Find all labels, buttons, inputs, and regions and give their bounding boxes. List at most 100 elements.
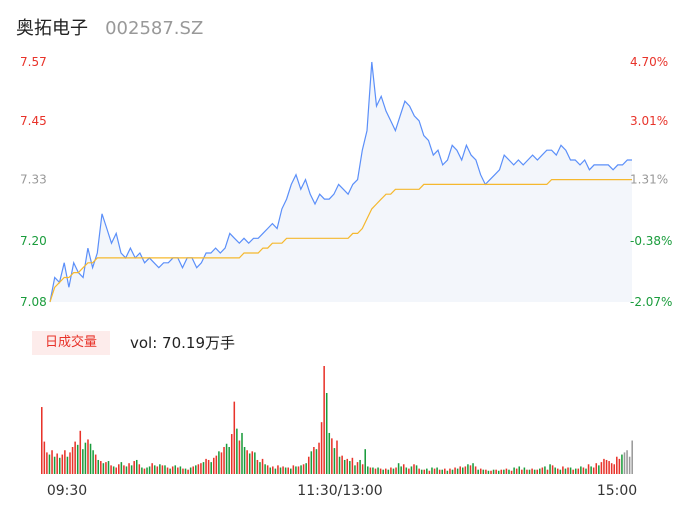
volume-bar	[328, 432, 331, 474]
volume-bar	[500, 469, 503, 474]
volume-bar	[130, 465, 133, 474]
volume-bar	[61, 454, 64, 474]
price-line	[49, 61, 632, 303]
volume-bar	[133, 461, 135, 474]
volume-bar	[310, 451, 313, 474]
volume-bar	[359, 459, 361, 474]
volume-bar	[446, 470, 449, 474]
volume-bar	[487, 470, 490, 474]
volume-bar	[123, 465, 125, 474]
volume-bar	[179, 466, 182, 474]
y-tick-left-4: 7.08	[20, 295, 47, 309]
volume-bar	[521, 469, 523, 474]
volume-bar	[626, 450, 628, 474]
volume-bar	[84, 442, 87, 474]
volume-bar	[418, 468, 420, 474]
volume-bar	[141, 467, 143, 474]
volume-bar	[413, 464, 415, 474]
volume-bar	[74, 441, 76, 474]
volume-bar	[600, 462, 603, 474]
volume-bar	[569, 467, 572, 474]
volume-bar	[153, 465, 156, 474]
volume-bar	[138, 464, 141, 474]
volume-bar	[479, 468, 482, 474]
x-tick-2: 15:00	[597, 483, 637, 499]
volume-bar	[92, 450, 94, 474]
volume-bar	[367, 466, 369, 474]
volume-bar	[51, 450, 53, 474]
volume-bar	[590, 466, 592, 474]
volume-bar	[464, 466, 467, 474]
volume-bar	[364, 449, 366, 474]
volume-bar	[505, 468, 508, 474]
volume-bar	[66, 456, 69, 474]
volume-bar	[467, 464, 469, 474]
volume-bar	[428, 470, 431, 474]
volume-text: vol: 70.19万手	[130, 334, 235, 352]
volume-bar	[580, 466, 582, 474]
volume-bar	[621, 454, 623, 474]
volume-bar	[315, 449, 318, 474]
volume-bar	[207, 459, 210, 474]
volume-bar	[377, 467, 379, 474]
volume-bar	[343, 459, 346, 474]
volume-bar	[531, 468, 533, 474]
volume-bar	[616, 456, 618, 474]
volume-bar	[456, 468, 459, 474]
volume-bar	[587, 464, 590, 474]
volume-bar	[282, 466, 284, 474]
y-tick-left-2: 7.33	[20, 173, 47, 187]
volume-bar	[551, 465, 554, 474]
volume-bar	[515, 468, 518, 474]
volume-bar	[177, 467, 179, 474]
volume-bar	[228, 447, 230, 474]
volume-bar	[210, 462, 212, 474]
volume-bar	[182, 468, 184, 474]
volume-bar	[564, 468, 567, 474]
volume-bar	[110, 465, 112, 474]
volume-bar	[526, 469, 528, 474]
volume-bar	[64, 450, 66, 474]
volume-bar	[41, 407, 43, 474]
volume-bar	[159, 464, 161, 474]
volume-bar	[492, 469, 495, 474]
volume-bar	[189, 467, 192, 474]
volume-bar	[513, 467, 515, 474]
volume-bar	[171, 466, 174, 474]
volume-bar	[572, 469, 574, 474]
volume-bar	[287, 467, 289, 474]
volume-bar	[598, 465, 600, 474]
volume-bar	[174, 465, 177, 474]
volume-bar	[533, 469, 536, 474]
volume-bar	[426, 468, 428, 474]
volume-bar	[585, 468, 587, 474]
volume-bar	[215, 455, 218, 474]
stock-code: 002587.SZ	[105, 18, 204, 39]
volume-bar	[71, 447, 74, 474]
y-tick-left-3: 7.20	[20, 234, 47, 248]
volume-bar	[218, 451, 220, 474]
volume-bar	[297, 466, 300, 474]
volume-bar	[559, 469, 562, 474]
volume-bar	[554, 467, 556, 474]
volume-bar	[510, 470, 513, 474]
volume-bar	[402, 464, 405, 474]
volume-bar	[372, 467, 374, 474]
volume-bar	[318, 442, 320, 474]
volume-bar	[390, 467, 392, 474]
volume-bar	[225, 443, 228, 474]
volume-bar	[89, 443, 92, 474]
volume-bar	[354, 465, 356, 474]
stock-name: 奥拓电子	[16, 18, 88, 39]
volume-bar	[169, 468, 171, 474]
volume-bar	[497, 470, 500, 474]
volume-bar	[307, 456, 310, 474]
volume-bar	[161, 465, 164, 474]
volume-bar	[459, 466, 461, 474]
volume-bar	[441, 469, 444, 474]
volume-bar	[305, 463, 307, 474]
volume-bar	[233, 401, 236, 474]
volume-bar	[449, 468, 451, 474]
y-tick-left-1: 7.45	[20, 114, 47, 128]
volume-bar	[382, 469, 384, 474]
